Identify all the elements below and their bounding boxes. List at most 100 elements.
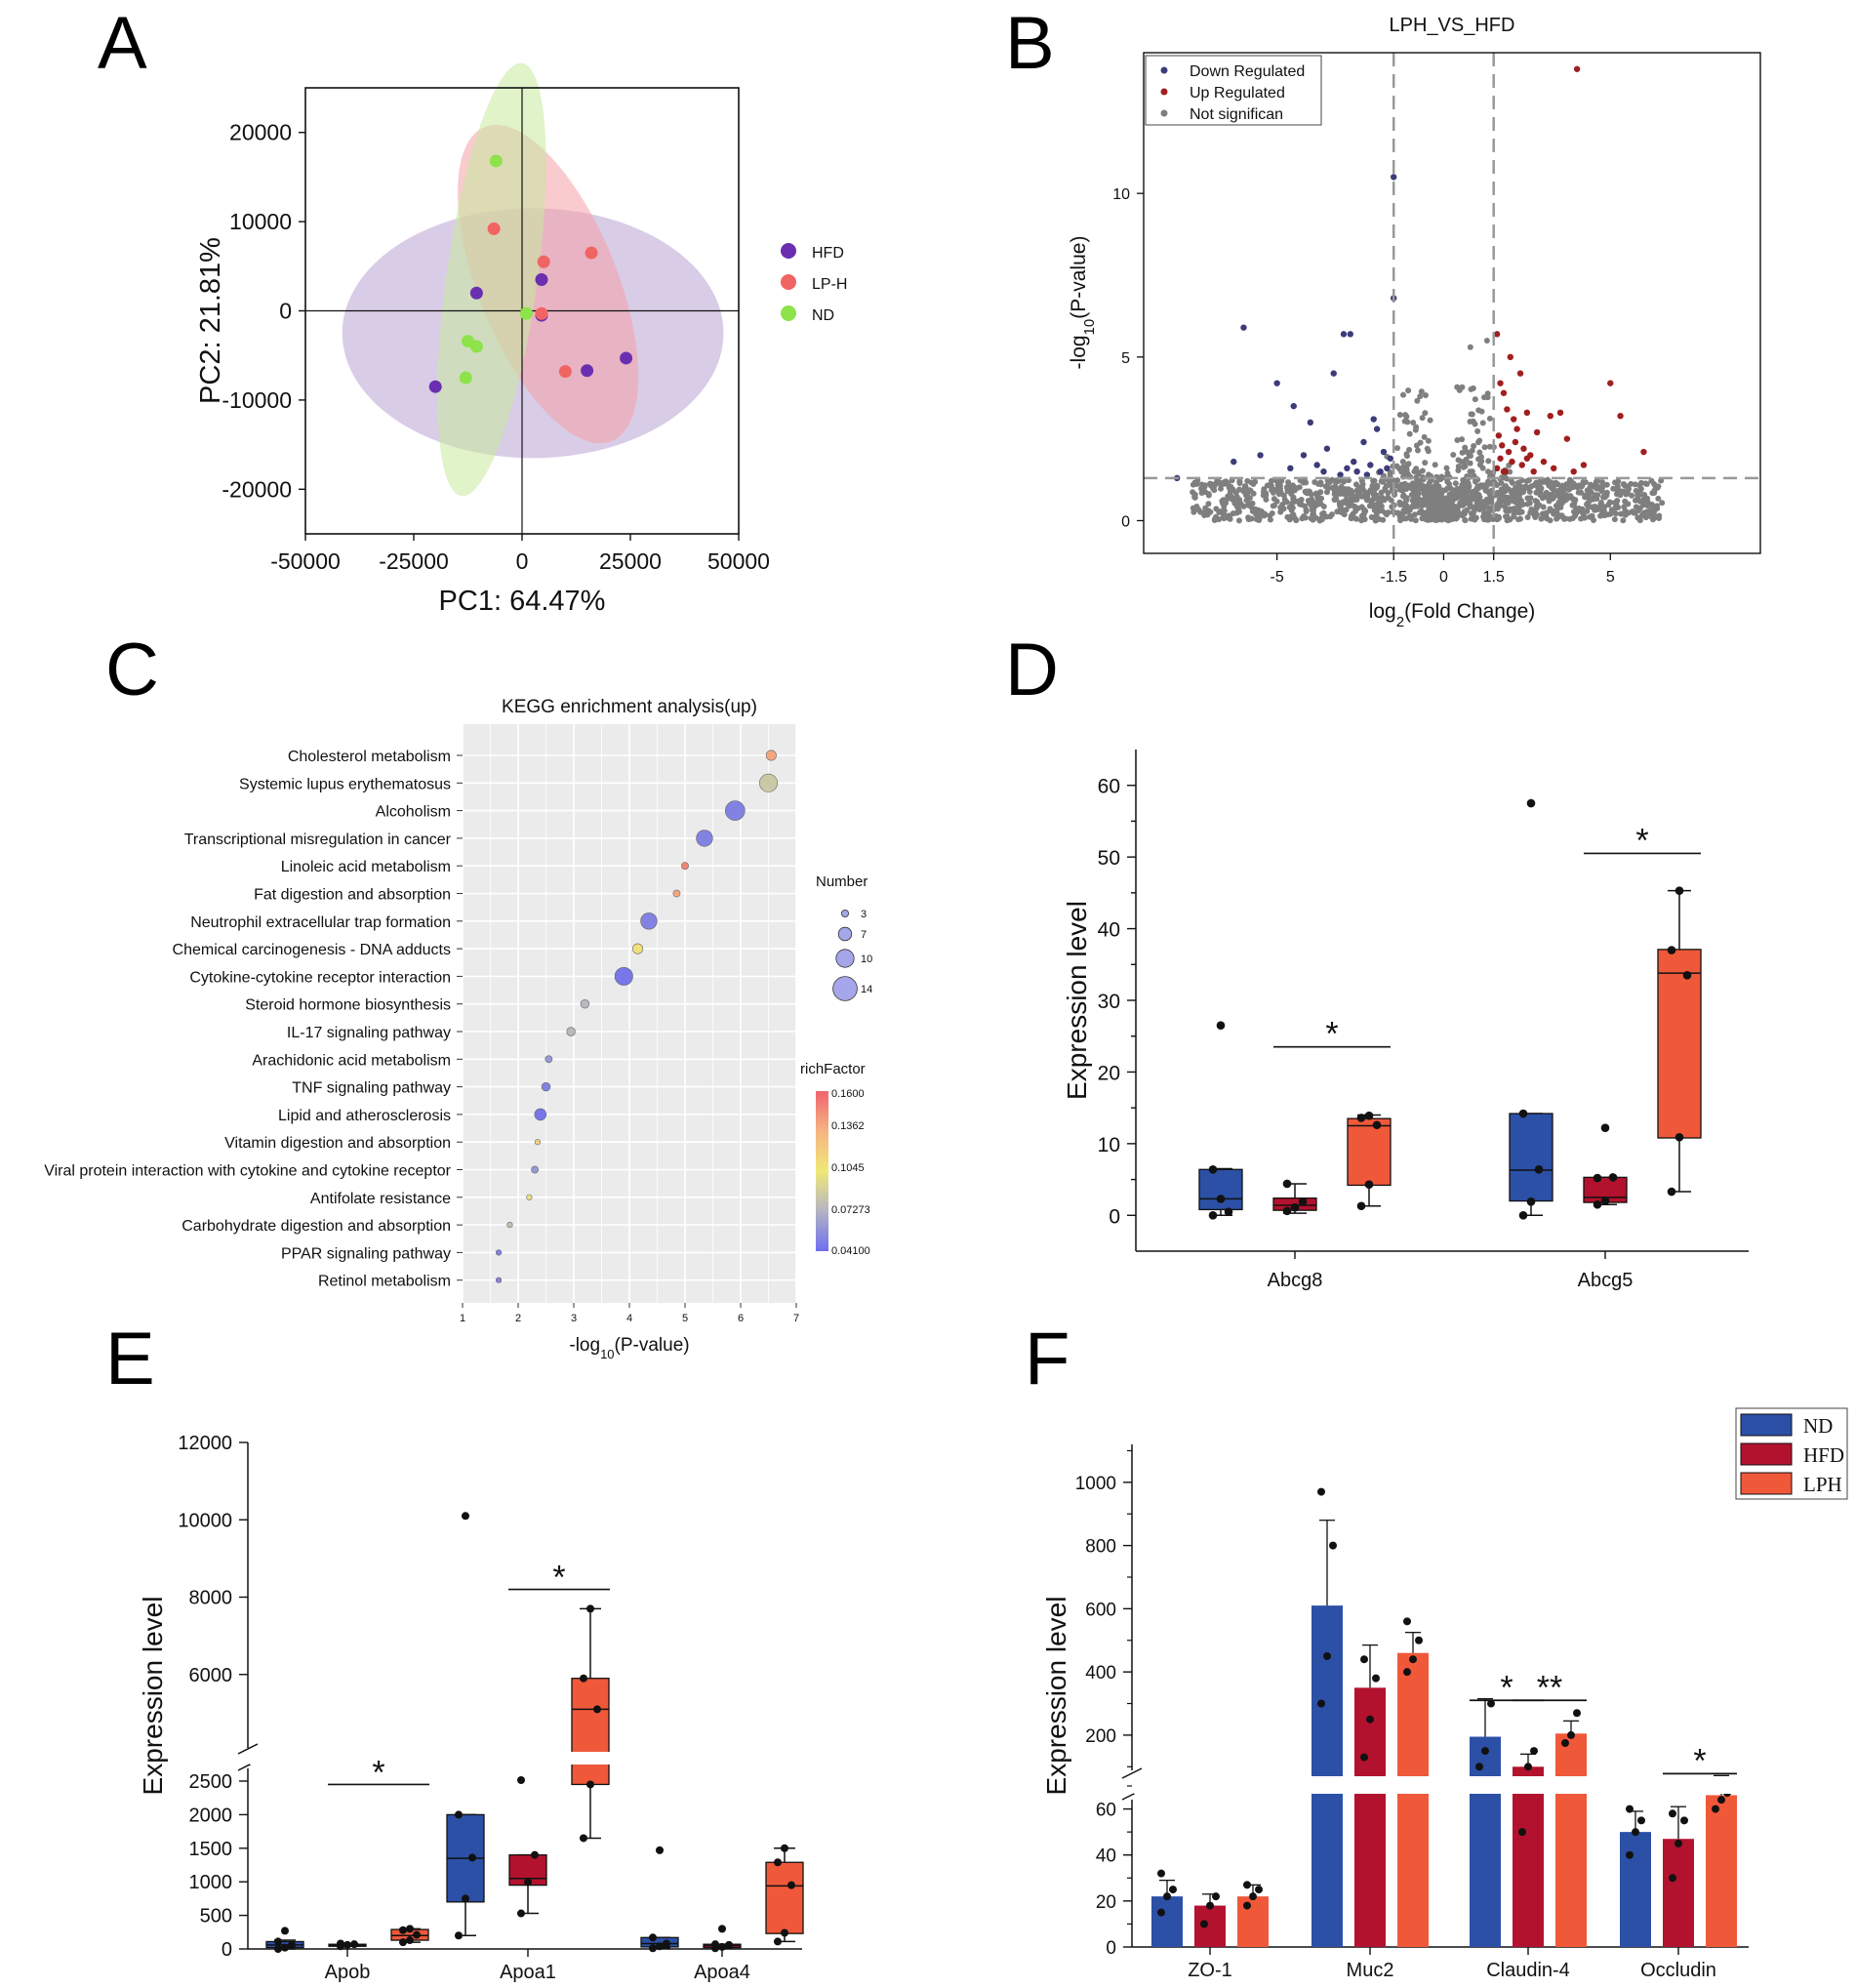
data-point [1526, 798, 1536, 808]
ns-point [1312, 514, 1319, 521]
x-tick-label: 1.5 [1483, 569, 1505, 586]
ns-point [1432, 462, 1438, 468]
ns-point [1352, 496, 1359, 503]
y-tick-label: 40 [1096, 1846, 1116, 1867]
ns-point [1418, 388, 1425, 395]
ns-point [1358, 504, 1365, 510]
ns-point [1604, 511, 1611, 518]
ns-point [1228, 487, 1234, 494]
legend-swatch-hfd [1740, 1442, 1793, 1466]
ns-point [1596, 486, 1603, 493]
panel-letter-f: F [1025, 1318, 1069, 1400]
ns-point [1201, 483, 1208, 490]
down-regulated-point [1323, 445, 1331, 452]
data-point [649, 1944, 657, 1953]
bar-lph [1706, 1795, 1737, 1947]
bubble [758, 773, 778, 792]
ns-point [1207, 508, 1214, 515]
data-point [1208, 1210, 1218, 1220]
y-axis-label: PC2: 21.81% [195, 237, 226, 404]
x-tick-label: Abcg5 [1578, 1270, 1634, 1291]
data-point [1518, 1109, 1528, 1118]
down-regulated-point [1387, 455, 1394, 462]
ns-point [1288, 507, 1295, 513]
down-regulated-point [1330, 370, 1337, 377]
ns-point [1467, 460, 1473, 467]
up-regulated-point [1556, 409, 1564, 417]
y-axis-label: Expression level [138, 1597, 168, 1796]
ns-point [1597, 500, 1604, 507]
category-label: IL-17 signaling pathway [287, 1025, 451, 1041]
size-legend-bubble [835, 949, 855, 968]
up-regulated-point [1512, 438, 1519, 446]
y-tick-label: 20 [1098, 1062, 1120, 1084]
ns-point [1475, 407, 1482, 414]
up-regulated-point [1507, 353, 1513, 361]
up-regulated-point [1550, 465, 1557, 472]
ns-point [1527, 509, 1534, 516]
ns-point [1207, 482, 1214, 489]
ns-point [1612, 505, 1619, 511]
x-tick-label: Abcg8 [1268, 1270, 1323, 1291]
ns-point [1654, 484, 1661, 491]
data-point [725, 1940, 733, 1949]
up-regulated-point [1511, 416, 1517, 423]
down-regulated-point [1340, 331, 1348, 338]
y-tick-label: 1000 [189, 1872, 233, 1893]
up-regulated-point [1523, 455, 1531, 462]
y-tick-label: 400 [1085, 1663, 1116, 1684]
ns-point [1271, 502, 1277, 508]
legend-swatch-nd [1740, 1413, 1793, 1437]
data-point [524, 1878, 532, 1887]
x-tick-label: ZO-1 [1188, 1960, 1232, 1981]
ns-point [1488, 496, 1495, 503]
ns-point [1404, 419, 1411, 426]
up-regulated-point [1563, 435, 1571, 442]
ns-point [1400, 391, 1407, 398]
ns-point [1468, 515, 1474, 522]
color-legend-label: 0.1045 [831, 1162, 865, 1174]
ns-point [1524, 513, 1531, 520]
category-label: Arachidonic acid metabolism [252, 1052, 451, 1069]
ns-point [1476, 449, 1483, 456]
ns-point [1467, 344, 1473, 350]
x-tick-label: Muc2 [1347, 1960, 1394, 1981]
category-label: Viral protein interaction with cytokine … [44, 1163, 451, 1180]
ns-point [1633, 504, 1639, 510]
data-point [1481, 1747, 1489, 1756]
ns-point [1235, 517, 1242, 524]
data-point [1366, 1715, 1374, 1724]
ns-point [1578, 489, 1585, 496]
ns-point [1350, 512, 1356, 519]
data-point [656, 1942, 664, 1951]
x-tick-label: 5 [1606, 569, 1615, 586]
data-point [586, 1780, 594, 1789]
ns-point [1428, 516, 1434, 523]
down-regulated-point [1257, 452, 1264, 459]
ns-point [1484, 394, 1491, 401]
data-point [1669, 1874, 1676, 1883]
significance-marker: * [1325, 1016, 1338, 1053]
data-point [1290, 1202, 1300, 1212]
y-axis-label: -log10(P-value) [1068, 236, 1098, 370]
bubble [632, 943, 644, 954]
ns-point [1471, 443, 1477, 450]
ns-point [1378, 503, 1385, 509]
ns-point [1341, 490, 1348, 497]
ns-point [1625, 501, 1632, 507]
ns-point [1352, 481, 1359, 488]
ns-point [1621, 488, 1628, 495]
ns-point [1308, 515, 1314, 522]
ns-point [1396, 486, 1403, 493]
ns-point [1592, 503, 1598, 509]
ns-point [1343, 507, 1350, 513]
ns-point [1461, 460, 1468, 467]
data-point [593, 1705, 601, 1714]
data-point [281, 1943, 289, 1952]
category-label: Vitamin digestion and absorption [224, 1135, 451, 1152]
ns-point [1303, 479, 1310, 486]
ns-point [1643, 481, 1650, 488]
data-point [711, 1940, 719, 1949]
legend-marker-nd [781, 305, 796, 321]
legend-marker [1160, 66, 1168, 74]
